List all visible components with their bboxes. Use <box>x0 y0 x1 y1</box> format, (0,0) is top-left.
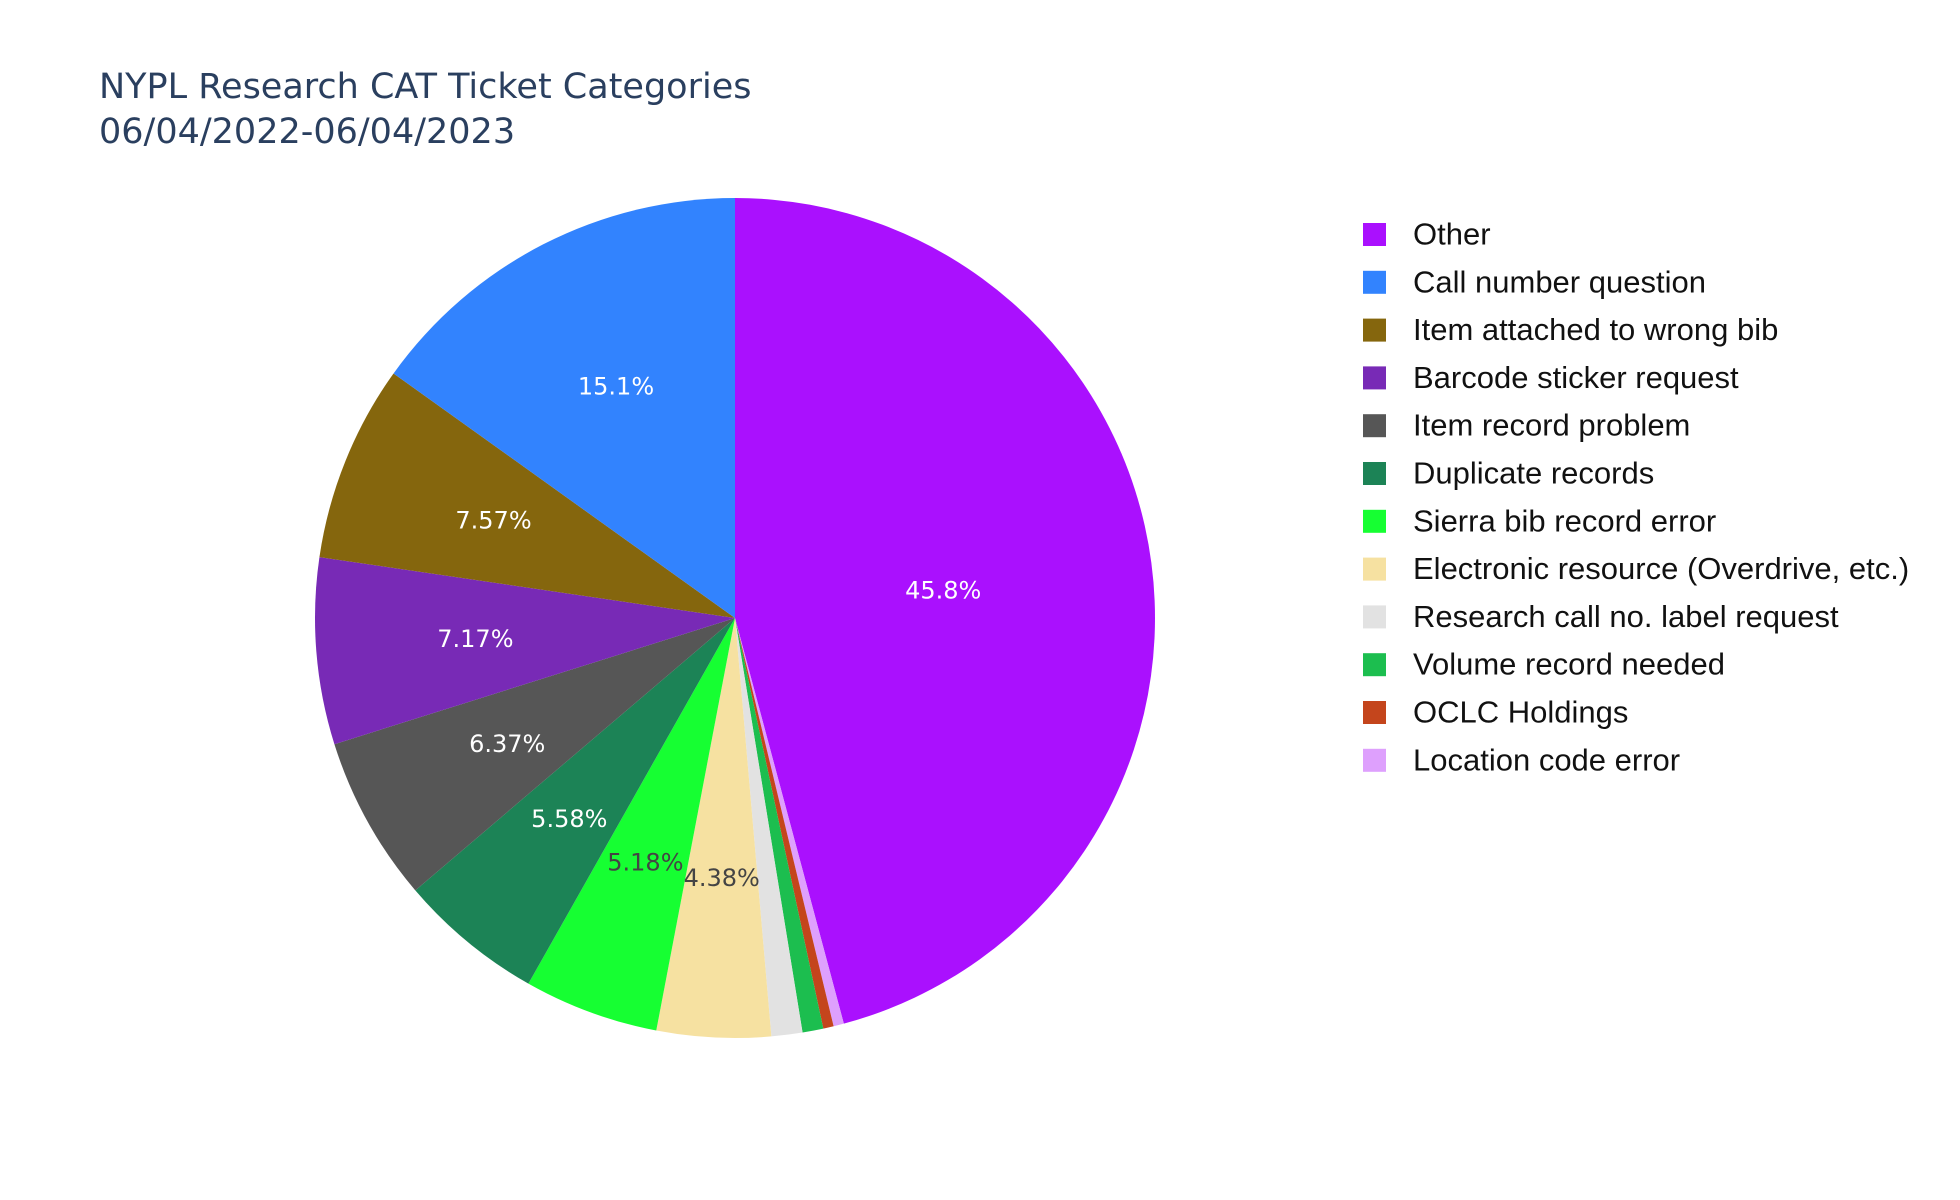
pie-slice-percent-label: 7.17% <box>437 625 513 653</box>
pie-slice-barcode-sticker-request[interactable] <box>314 557 735 745</box>
legend-swatch <box>1363 653 1386 677</box>
legend[interactable]: Other Call number question Item attached t… <box>1363 217 1909 778</box>
pie-slice-item-attached-to-wrong-bib[interactable] <box>319 373 735 618</box>
legend-label: Barcode sticker request <box>1413 360 1739 395</box>
legend-label: Call number question <box>1413 264 1706 299</box>
legend-item[interactable]: Item record problem <box>1363 408 1690 443</box>
pie-slice-percent-label: 45.8% <box>905 577 981 605</box>
legend-swatch <box>1363 605 1386 629</box>
legend-label: Duplicate records <box>1413 456 1654 491</box>
pie-slices <box>314 198 1156 1038</box>
pie-slice-percent-label: 15.1% <box>578 372 654 400</box>
pie-slice-location-code-error[interactable] <box>735 618 844 1027</box>
legend-swatch <box>1363 270 1386 294</box>
pie-slice-duplicate-records[interactable] <box>415 618 735 984</box>
legend-swatch <box>1363 223 1386 246</box>
pie-slice-labels: 45.8% 4.38%5.18%5.58% 6.37% 7.17% 7.57% 15.1% <box>437 372 981 892</box>
legend-label: Volume record needed <box>1413 647 1725 682</box>
legend-label: Item record problem <box>1413 408 1690 443</box>
pie-slice-research-call-no-label-request[interactable] <box>735 618 803 1037</box>
legend-swatch <box>1363 462 1386 485</box>
legend-swatch <box>1363 701 1386 724</box>
legend-item[interactable]: Call number question <box>1363 264 1706 299</box>
pie-slice-other[interactable] <box>735 198 1156 1024</box>
legend-item[interactable]: Sierra bib record error <box>1363 503 1716 538</box>
pie-slice-percent-label: 6.37% <box>469 730 545 758</box>
legend-label: Other <box>1413 217 1491 252</box>
pie-slice-call-number-question[interactable] <box>393 198 735 618</box>
pie-slice-oclc-holdings[interactable] <box>735 618 834 1029</box>
legend-label: Item attached to wrong bib <box>1413 312 1778 347</box>
legend-item[interactable]: Electronic resource (Overdrive, etc.) <box>1363 551 1909 586</box>
legend-swatch <box>1363 557 1386 581</box>
legend-item[interactable]: OCLC Holdings <box>1363 695 1628 730</box>
pie-slice-sierra-bib-record-error[interactable] <box>528 618 735 1031</box>
chart-subtitle: 06/04/2022-06/04/2023 <box>99 112 515 152</box>
legend-swatch <box>1363 414 1386 438</box>
pie-slice-percent-label: 5.18% <box>607 849 683 877</box>
legend-swatch <box>1363 748 1386 772</box>
legend-item[interactable]: Other <box>1363 217 1491 252</box>
pie-slice-electronic-resource-overdrive-etc[interactable] <box>656 618 772 1038</box>
legend-item[interactable]: Duplicate records <box>1363 456 1654 491</box>
pie-slice-percent-label: 5.58% <box>531 805 607 833</box>
legend-label: OCLC Holdings <box>1413 695 1628 730</box>
legend-item[interactable]: Barcode sticker request <box>1363 360 1739 395</box>
pie-slice-percent-label: 7.57% <box>455 507 531 535</box>
legend-label: Electronic resource (Overdrive, etc.) <box>1413 551 1909 586</box>
legend-swatch <box>1363 509 1386 533</box>
chart-title: NYPL Research CAT Ticket Categories <box>99 67 751 107</box>
legend-swatch <box>1363 318 1386 342</box>
legend-label: Sierra bib record error <box>1413 503 1716 538</box>
legend-item[interactable]: Volume record needed <box>1363 647 1725 682</box>
legend-swatch <box>1363 366 1386 390</box>
pie-slice-volume-record-needed[interactable] <box>735 618 824 1033</box>
pie-slice-percent-label: 4.38% <box>684 864 760 892</box>
legend-label: Location code error <box>1413 742 1680 777</box>
legend-label: Research call no. label request <box>1413 599 1839 634</box>
pie-slice-item-record-problem[interactable] <box>334 618 735 891</box>
legend-item[interactable]: Location code error <box>1363 742 1680 777</box>
legend-item[interactable]: Item attached to wrong bib <box>1363 312 1778 347</box>
legend-item[interactable]: Research call no. label request <box>1363 599 1839 634</box>
